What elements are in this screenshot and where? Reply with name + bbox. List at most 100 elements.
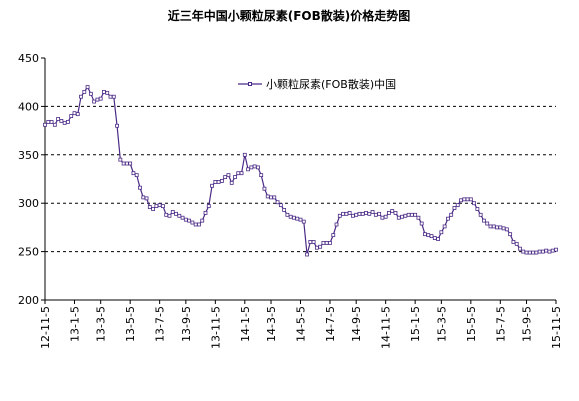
- point-marker: [62, 120, 67, 125]
- point-marker: [131, 171, 136, 176]
- y-tick-label: 350: [18, 149, 39, 162]
- x-tick-label: 15-5-5: [465, 306, 478, 342]
- point-marker: [151, 207, 155, 211]
- point-marker: [534, 250, 539, 255]
- point-marker: [233, 175, 237, 179]
- point-marker: [157, 203, 162, 208]
- point-marker: [504, 227, 509, 232]
- point-marker: [108, 94, 113, 99]
- x-tick-label: 14-5-5: [295, 306, 308, 342]
- point-marker: [203, 210, 208, 215]
- point-marker: [170, 210, 175, 214]
- point-marker: [400, 214, 404, 219]
- point-marker: [272, 195, 277, 200]
- point-marker: [226, 173, 231, 178]
- series-line: [44, 85, 557, 255]
- point-marker: [442, 224, 447, 229]
- point-marker: [360, 211, 365, 216]
- point-marker: [115, 123, 119, 128]
- y-tick-label: 250: [18, 246, 39, 259]
- point-marker: [527, 250, 532, 255]
- point-marker: [102, 89, 106, 94]
- point-marker: [75, 112, 80, 117]
- point-marker: [275, 200, 280, 205]
- point-marker: [298, 217, 303, 222]
- point-marker: [446, 216, 450, 221]
- point-marker: [252, 164, 257, 169]
- chart-title: 近三年中国小颗粒尿素(FOB散装)价格走势图: [168, 8, 411, 23]
- point-marker: [239, 171, 244, 176]
- point-marker: [72, 111, 77, 116]
- point-marker: [429, 234, 434, 239]
- point-marker: [206, 204, 211, 209]
- point-marker: [416, 215, 421, 220]
- point-marker: [56, 117, 61, 121]
- point-marker: [367, 211, 372, 216]
- point-marker: [498, 225, 503, 230]
- point-marker: [288, 214, 293, 219]
- point-marker: [531, 250, 535, 255]
- point-marker: [66, 119, 70, 124]
- point-marker: [459, 198, 463, 203]
- point-marker: [219, 179, 224, 183]
- point-marker: [138, 185, 142, 190]
- point-marker: [413, 212, 418, 217]
- y-tick-label: 400: [18, 100, 39, 113]
- point-marker: [508, 232, 513, 237]
- point-marker: [547, 249, 552, 254]
- point-marker: [468, 197, 473, 202]
- x-tick-label: 13-11-5: [209, 306, 222, 349]
- point-marker: [164, 212, 169, 217]
- point-marker: [147, 205, 152, 209]
- point-marker: [403, 213, 408, 218]
- point-marker: [105, 90, 110, 95]
- point-marker: [387, 210, 391, 215]
- point-marker: [229, 180, 234, 185]
- point-marker: [85, 85, 90, 89]
- point-marker: [305, 252, 309, 257]
- point-marker: [236, 171, 241, 176]
- y-tick-label: 450: [18, 52, 39, 65]
- point-marker: [432, 236, 437, 240]
- point-marker: [321, 240, 326, 245]
- point-marker: [98, 96, 103, 101]
- point-marker: [491, 224, 496, 229]
- x-tick-label: 15-7-5: [494, 306, 507, 342]
- point-marker: [344, 211, 349, 216]
- point-marker: [200, 218, 205, 223]
- point-marker: [46, 119, 51, 124]
- point-marker: [265, 194, 270, 199]
- x-tick-label: 13-1-5: [68, 306, 81, 342]
- point-marker: [59, 119, 64, 123]
- point-marker: [478, 212, 483, 217]
- point-marker: [328, 240, 332, 245]
- point-marker: [514, 241, 519, 246]
- point-marker: [331, 233, 336, 238]
- point-marker: [144, 196, 149, 201]
- point-marker: [423, 232, 427, 237]
- point-marker: [488, 224, 493, 229]
- point-marker: [390, 209, 395, 213]
- x-tick-label: 15-1-5: [409, 306, 422, 342]
- point-marker: [285, 212, 290, 217]
- point-marker: [511, 240, 516, 244]
- point-marker: [292, 215, 296, 220]
- point-marker: [295, 216, 300, 221]
- point-marker: [174, 211, 178, 216]
- point-marker: [475, 207, 480, 211]
- point-marker: [426, 233, 431, 238]
- point-marker: [52, 122, 57, 127]
- x-tick-label: 14-3-5: [265, 306, 278, 342]
- x-tick-label: 13-7-5: [154, 306, 167, 342]
- point-marker: [177, 213, 182, 218]
- point-marker: [462, 197, 467, 202]
- point-marker: [183, 217, 188, 222]
- point-marker: [124, 161, 129, 166]
- x-tick-label: 15-3-5: [435, 306, 448, 342]
- point-marker: [154, 204, 159, 209]
- point-marker: [269, 195, 273, 200]
- x-tick-label: 14-9-5: [350, 306, 363, 342]
- point-marker: [364, 210, 368, 215]
- point-marker: [373, 212, 378, 217]
- point-marker: [518, 246, 522, 251]
